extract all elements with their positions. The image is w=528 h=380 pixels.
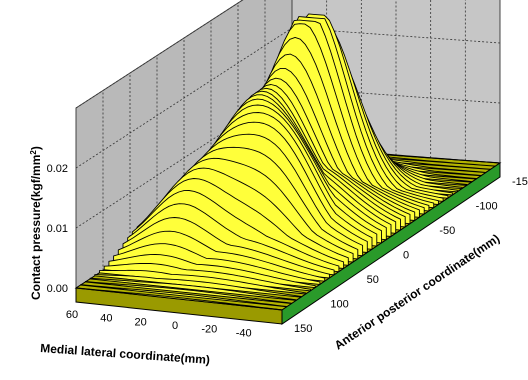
z-axis-label-close: ) [29, 146, 43, 150]
x-tick-label: 0 [172, 320, 178, 332]
base-right [281, 162, 501, 325]
y-tick-label: 100 [330, 299, 348, 311]
surface-slice [117, 230, 326, 282]
z-tick-label: 0.00 [47, 283, 68, 295]
y-tick-label: -50 [439, 225, 455, 237]
axis-ticks: 0.00 0.01 0.02 60 40 20 0 -20 -40 -150 -100 -50 0 50 1… [47, 163, 528, 339]
surface-slice [113, 243, 321, 285]
x-tick-label: 60 [66, 309, 78, 321]
x-axis-label: Medial lateral coordinate(mm) [40, 341, 211, 367]
wall-gridline [75, 0, 244, 109]
z-axis-label: Contact pressure(kgf/mm2) [29, 146, 44, 300]
surface-slice [75, 287, 283, 311]
y-tick-label: 0 [403, 250, 409, 262]
surface-slice [94, 274, 302, 298]
x-tick-label: -40 [236, 327, 252, 339]
y-tick-label: -150 [512, 176, 528, 188]
y-tick-label: 50 [367, 274, 379, 286]
z-axis-label-sup: 2 [29, 150, 38, 155]
surface-ribbons [75, 13, 501, 311]
surface-slice [108, 254, 316, 289]
z-axis-label-main: Contact pressure(kgf/mm [29, 155, 43, 300]
y-tick-label: 150 [294, 323, 312, 335]
y-tick-label: -100 [476, 201, 498, 213]
z-tick-label: 0.01 [47, 223, 68, 235]
x-tick-label: -20 [201, 324, 217, 336]
x-tick-label: 20 [135, 316, 147, 328]
x-tick-label: 40 [100, 313, 112, 325]
surface-slice [89, 277, 297, 301]
surface-slice [80, 284, 288, 308]
z-tick-label: 0.02 [47, 163, 68, 175]
surface-slice [84, 281, 292, 305]
